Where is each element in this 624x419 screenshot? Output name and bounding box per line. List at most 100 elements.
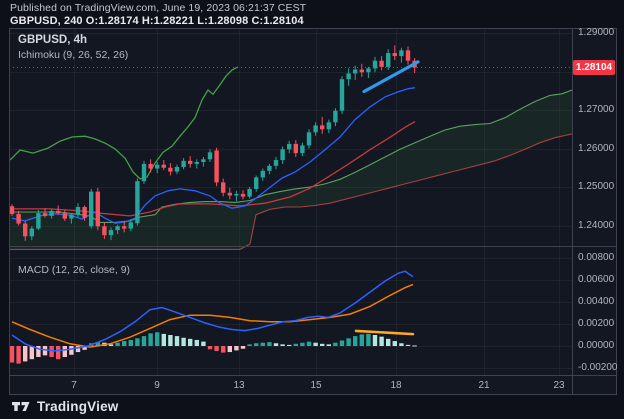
candle-body <box>49 210 54 216</box>
macd-histogram-bar <box>333 342 338 346</box>
macd-histogram-bar <box>273 343 279 346</box>
chikou-span-line <box>9 66 239 180</box>
candle-body <box>42 213 48 216</box>
candle-body <box>260 170 265 178</box>
macd-pane <box>9 270 417 364</box>
macd-histogram-bar <box>359 334 364 346</box>
macd-histogram-bar <box>207 346 213 350</box>
price-axis-label: 1.29000 <box>578 27 615 38</box>
macd-histogram-bar <box>135 338 140 346</box>
macd-axis-label: 0.00800 <box>578 252 615 263</box>
macd-histogram-bar <box>214 346 219 351</box>
macd-signal-line <box>11 283 414 348</box>
main-pane-legend[interactable]: GBPUSD, 4h Ichimoku (9, 26, 52, 26) <box>18 34 128 61</box>
macd-axis-label: 0.00200 <box>578 318 615 329</box>
candle-body <box>141 163 147 182</box>
brand-name: TradingView <box>37 399 119 414</box>
macd-histogram-bar <box>227 346 232 353</box>
macd-histogram-bar <box>372 335 378 346</box>
published-caption: Published on TradingView.com, June 19, 2… <box>10 2 307 14</box>
ichimoku-indicator-label[interactable]: Ichimoku (9, 26, 52, 26) <box>18 49 129 61</box>
candle-body <box>353 69 358 74</box>
macd-histogram-bar <box>306 341 312 346</box>
candle-body <box>366 68 371 73</box>
macd-histogram-bar <box>168 335 173 346</box>
macd-histogram-bar <box>267 342 272 346</box>
candle-body <box>128 222 133 229</box>
macd-histogram-bar <box>386 338 391 346</box>
macd-histogram-bar <box>399 343 404 346</box>
macd-axis-label: -0.00200 <box>578 362 618 373</box>
candle-body <box>399 50 404 57</box>
macd-histogram-bar <box>353 336 358 346</box>
candle-body <box>405 50 411 61</box>
candle-body <box>372 60 378 69</box>
candle-body <box>227 192 232 196</box>
candle-body <box>115 226 120 231</box>
macd-histogram-bar <box>280 344 285 346</box>
senkou-a-line <box>10 89 572 223</box>
macd-histogram-bar <box>56 346 61 360</box>
macd-histogram-bar <box>194 339 199 346</box>
candle-body <box>174 166 180 172</box>
macd-histogram-bar <box>188 338 193 346</box>
candle-body <box>135 181 140 224</box>
macd-trendline-drawing[interactable] <box>354 329 415 336</box>
candle-body <box>16 213 21 224</box>
candle-body <box>181 160 186 167</box>
macd-histogram-bar <box>115 342 120 346</box>
candle-body <box>207 152 213 160</box>
macd-histogram-bar <box>287 344 292 346</box>
candle-body <box>306 132 312 146</box>
candle-body <box>69 214 74 219</box>
candle-body <box>234 193 239 196</box>
tradingview-branding[interactable]: TradingView <box>12 399 118 414</box>
macd-histogram-bar <box>221 346 226 353</box>
top-strip: Published on TradingView.com, June 19, 2… <box>10 2 306 27</box>
time-axis-label: 9 <box>154 380 160 391</box>
candle-body <box>280 149 285 161</box>
time-axis-label: 15 <box>310 380 322 391</box>
macd-histogram-bar <box>412 345 417 347</box>
macd-histogram-bar <box>95 342 100 346</box>
macd-histogram-bar <box>174 336 180 346</box>
macd-histogram-bar <box>320 343 325 346</box>
time-axis-label: 7 <box>71 380 77 391</box>
macd-histogram-bar <box>260 342 265 346</box>
candle-body <box>320 125 325 130</box>
macd-axis-label: 0.00600 <box>578 274 615 285</box>
macd-histogram-bar <box>62 346 67 357</box>
macd-histogram-bar <box>148 333 153 346</box>
candle-body <box>23 223 28 237</box>
macd-histogram-bar <box>293 343 298 346</box>
macd-histogram-bar <box>141 336 147 346</box>
candle-body <box>194 161 199 164</box>
candle-body <box>379 60 384 67</box>
time-axis-label: 18 <box>390 380 402 391</box>
macd-histogram-bar <box>29 346 34 360</box>
macd-histogram-bar <box>201 341 206 346</box>
candle-body <box>108 230 114 236</box>
candle-body <box>346 73 351 80</box>
macd-histogram-bar <box>346 338 351 346</box>
macd-histogram-bar <box>405 344 411 346</box>
macd-histogram-bar <box>240 346 246 349</box>
candle-body <box>247 188 252 197</box>
macd-histogram-bar <box>181 337 186 346</box>
candle-body <box>333 110 338 123</box>
time-axis-label: 23 <box>553 380 565 391</box>
candle-body <box>62 213 67 219</box>
macd-indicator-label[interactable]: MACD (12, 26, close, 9) <box>18 264 131 276</box>
last-price-badge: 1.28104 <box>573 59 615 75</box>
price-trendline-drawing[interactable] <box>362 60 420 94</box>
symbol-interval-label[interactable]: GBPUSD, 4h <box>18 34 88 46</box>
candle-body <box>89 191 94 227</box>
candle-body <box>221 182 226 193</box>
candle-body <box>75 207 81 215</box>
senkou-b-line <box>10 133 572 250</box>
candle-body <box>56 210 61 214</box>
macd-line <box>11 270 414 352</box>
candle-body <box>326 122 331 130</box>
